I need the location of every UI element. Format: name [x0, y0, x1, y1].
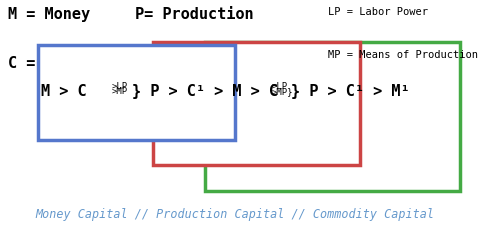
- Text: C = Commodity: C = Commodity: [8, 54, 126, 70]
- Text: P= Production: P= Production: [135, 7, 254, 22]
- Text: Money Capital // Production Capital // Commodity Capital: Money Capital // Production Capital // C…: [36, 207, 434, 220]
- Text: M = Money: M = Money: [8, 7, 89, 22]
- Text: MP = Means of Production: MP = Means of Production: [328, 50, 478, 60]
- Text: >MP: >MP: [112, 87, 128, 96]
- Text: >LP: >LP: [272, 82, 287, 91]
- Bar: [38, 45, 235, 141]
- Bar: [205, 43, 460, 191]
- Bar: [152, 43, 360, 166]
- Text: LP = Labor Power: LP = Labor Power: [328, 7, 428, 17]
- Text: } P > C¹ > M > C: } P > C¹ > M > C: [132, 83, 278, 98]
- Text: } P > C¹ > M¹: } P > C¹ > M¹: [291, 83, 410, 98]
- Text: M > C: M > C: [41, 83, 96, 98]
- Text: >MP}: >MP}: [272, 87, 293, 96]
- Text: >LP: >LP: [112, 82, 128, 91]
